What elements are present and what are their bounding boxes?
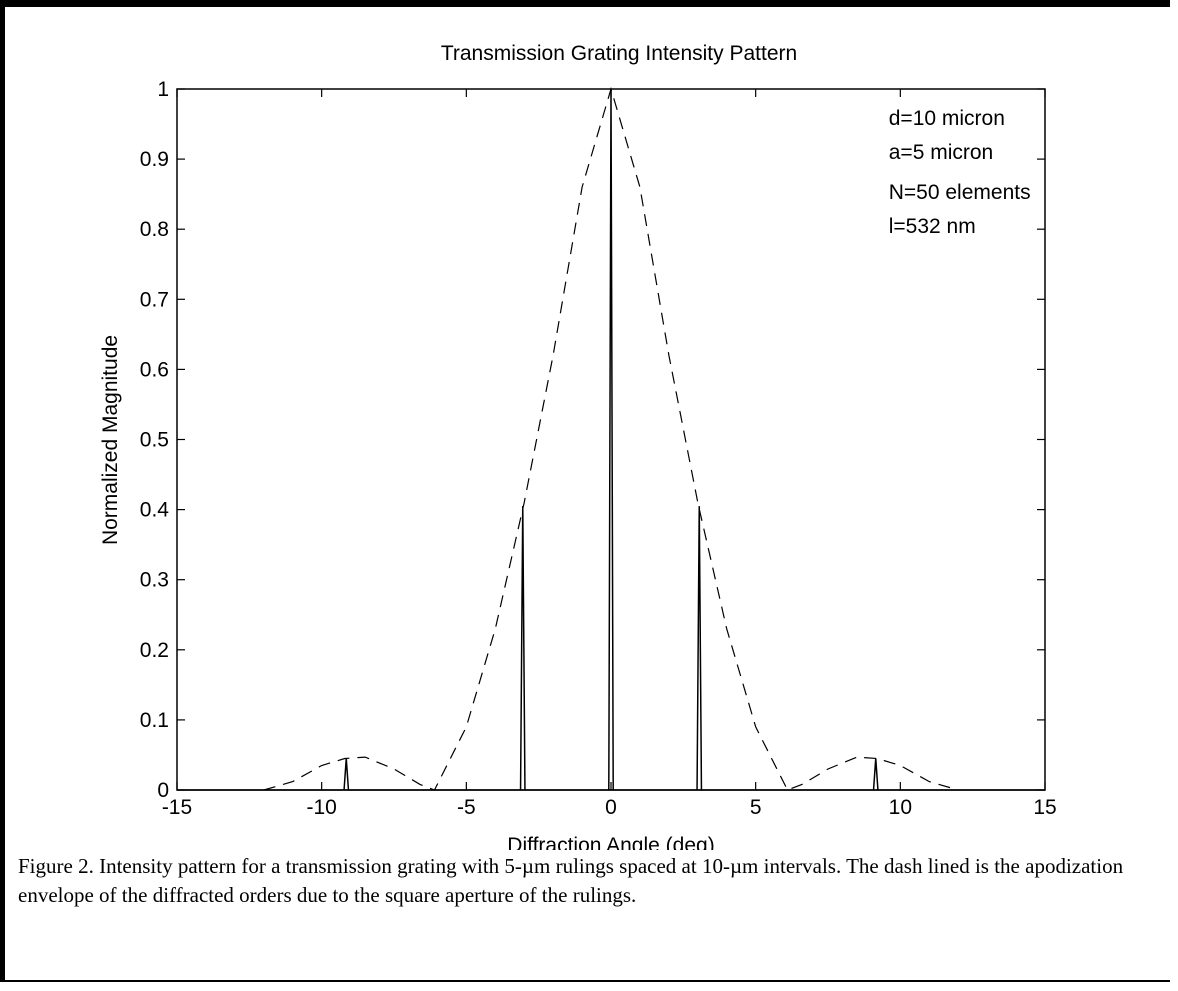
y-axis-label: Normalized Magnitude	[99, 335, 122, 545]
y-axis: 0 0.1 0.2 0.3 0.4 0.5 0.6 0.7 0.8 0.9 1	[140, 78, 1045, 802]
x-tick-label: 15	[1033, 796, 1056, 819]
series-layer	[177, 86, 1045, 791]
annotation-text: a=5 micron	[889, 141, 993, 164]
y-tick-label: 0.8	[140, 218, 169, 241]
x-tick-label: -10	[306, 796, 336, 819]
intensity-chart: Transmission Grating Intensity Pattern -…	[99, 42, 1057, 850]
x-axis-label: Diffraction Angle (deg)	[507, 834, 714, 850]
y-tick-label: 0.6	[140, 358, 169, 381]
x-tick-label: -15	[162, 796, 192, 819]
x-axis: -15 -10 -5 0 5 10 15	[162, 89, 1057, 819]
y-tick-label: 0.1	[140, 709, 169, 732]
legend-annotations: d=10 micron a=5 micron N=50 elements l=532 …	[889, 107, 1031, 238]
x-tick-label: 10	[889, 796, 912, 819]
chart-title: Transmission Grating Intensity Pattern	[441, 42, 797, 65]
x-tick-label: 5	[750, 796, 762, 819]
figure-caption: Figure 2. Intensity pattern for a transm…	[18, 854, 1124, 907]
diffraction-peak	[872, 758, 879, 791]
diffraction-peak	[696, 506, 703, 791]
diffraction-peak	[519, 506, 526, 791]
y-tick-label: 0.4	[140, 499, 170, 522]
y-tick-label: 0.5	[140, 429, 169, 452]
y-tick-label: 0.2	[140, 639, 169, 662]
y-tick-label: 0	[157, 779, 169, 802]
x-tick-label: -5	[457, 796, 476, 819]
y-tick-label: 1	[157, 78, 169, 101]
diffraction-peak	[343, 758, 350, 791]
diffraction-peak	[608, 88, 614, 791]
y-tick-label: 0.9	[140, 148, 169, 171]
annotation-text: l=532 nm	[889, 215, 976, 238]
y-tick-label: 0.3	[140, 569, 169, 592]
y-tick-label: 0.7	[140, 288, 169, 311]
x-tick-label: 0	[605, 796, 617, 819]
annotation-text: d=10 micron	[889, 107, 1005, 130]
annotation-text: N=50 elements	[889, 181, 1031, 204]
